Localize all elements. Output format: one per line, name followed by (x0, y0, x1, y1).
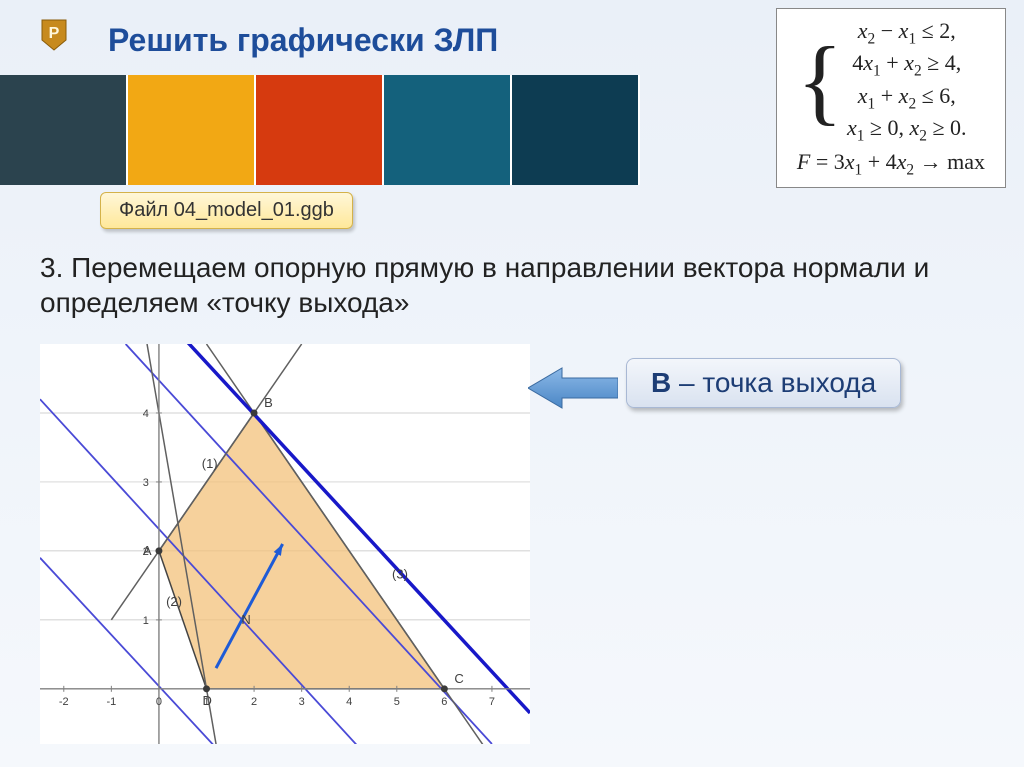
svg-text:6: 6 (441, 696, 447, 708)
result-text: – точка выхода (671, 367, 876, 398)
svg-text:N: N (241, 612, 250, 627)
objective-function: F = 3x1 + 4x2 → max (797, 149, 985, 179)
svg-text:3: 3 (299, 696, 305, 708)
logo-shield: P (40, 18, 68, 52)
decorative-banner (0, 75, 640, 185)
result-point-label: B (651, 367, 671, 398)
constraint-2: 4x1 + x2 ≥ 4, (847, 49, 967, 81)
step-description: 3. Перемещаем опорную прямую в направлен… (40, 250, 980, 320)
svg-text:2: 2 (251, 696, 257, 708)
svg-text:0: 0 (156, 696, 162, 708)
svg-text:3: 3 (143, 477, 149, 489)
svg-text:C: C (454, 671, 463, 686)
svg-text:(1): (1) (202, 456, 218, 471)
svg-text:-1: -1 (106, 696, 116, 708)
svg-text:D: D (203, 693, 212, 708)
constraint-3: x1 + x2 ≤ 6, (847, 82, 967, 114)
lp-chart: -2-1012345671234NABCD(1)(2)(3) (40, 344, 530, 744)
svg-text:A: A (143, 543, 152, 558)
svg-text:4: 4 (346, 696, 352, 708)
svg-text:7: 7 (489, 696, 495, 708)
svg-text:-2: -2 (59, 696, 69, 708)
arrow-left-icon (528, 364, 618, 412)
svg-text:B: B (264, 395, 273, 410)
page-title: Решить графически ЗЛП (108, 22, 498, 59)
svg-text:P: P (49, 25, 60, 42)
file-badge: Файл 04_model_01.ggb (100, 192, 353, 229)
svg-text:4: 4 (143, 408, 149, 420)
svg-text:1: 1 (143, 615, 149, 627)
svg-text:(2): (2) (166, 594, 182, 609)
svg-text:(3): (3) (392, 566, 408, 581)
constraint-1: x2 − x1 ≤ 2, (847, 17, 967, 49)
result-badge: B – точка выхода (626, 358, 901, 408)
equations-panel: { x2 − x1 ≤ 2, 4x1 + x2 ≥ 4, x1 + x2 ≤ 6… (776, 8, 1006, 188)
svg-text:5: 5 (394, 696, 400, 708)
constraint-list: x2 − x1 ≤ 2, 4x1 + x2 ≥ 4, x1 + x2 ≤ 6, … (847, 17, 967, 147)
constraint-4: x1 ≥ 0, x2 ≥ 0. (847, 114, 967, 146)
